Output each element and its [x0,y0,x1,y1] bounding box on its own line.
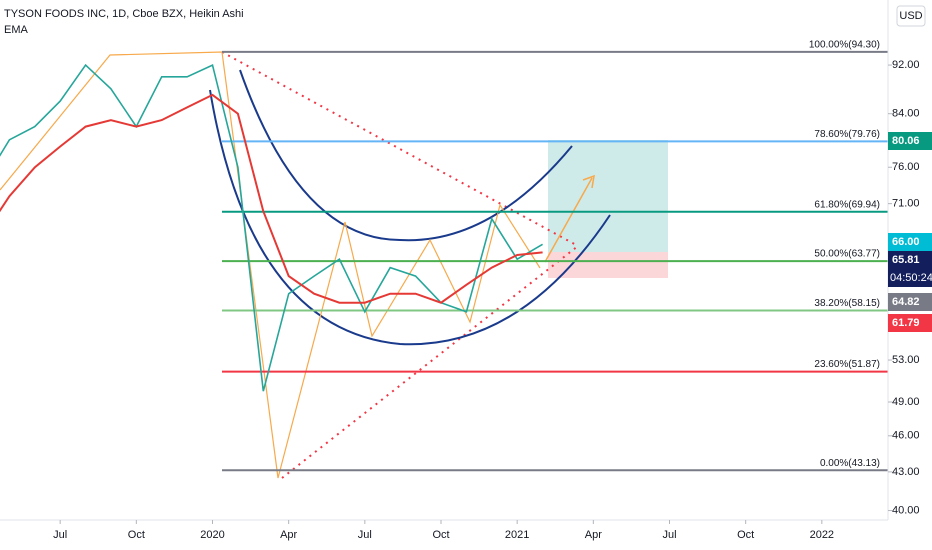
trendline [221,51,579,247]
x-tick-label: Oct [737,529,754,541]
price-badge-label: 64.82 [892,296,920,308]
price-badge [888,314,932,332]
price-badge-label: 65.81 [892,254,920,266]
y-tick-label: 49.00 [892,396,920,408]
x-tick-label: 2022 [810,529,834,541]
fib-label: 23.60%(51.87) [814,359,880,370]
price-badge-label: 80.06 [892,135,920,147]
x-tick-label: 2021 [505,529,529,541]
stop-zone [548,252,668,278]
y-tick-label: 92.00 [892,59,920,71]
fib-label: 0.00%(43.13) [820,458,880,469]
fib-label: 78.60%(79.76) [814,129,880,140]
currency-button[interactable] [896,5,926,27]
y-tick-label: 46.00 [892,430,920,442]
plot-area [0,50,888,479]
x-tick-label: Oct [128,529,145,541]
target-zone [548,140,668,252]
currency-label: USD [899,10,922,22]
price-badge [888,233,932,251]
price-badge [888,132,932,150]
y-tick-label: 53.00 [892,354,920,366]
cup-curve [239,69,573,242]
price-badge [888,293,932,311]
fib-label: 38.20%(58.15) [814,298,880,309]
countdown-badge [888,269,932,287]
price-badge [888,251,932,269]
series-line [0,93,543,304]
y-tick-label: 76.00 [892,161,920,173]
x-tick-label: Jul [662,529,676,541]
x-tick-label: Apr [280,529,297,541]
chart-title: TYSON FOODS INC, 1D, Cboe BZX, Heikin As… [4,8,244,20]
y-tick-label: 84.00 [892,108,920,120]
fib-label: 50.00%(63.77) [814,249,880,260]
y-tick-label: 43.00 [892,466,920,478]
x-tick-label: 2020 [200,529,224,541]
indicator-label: EMA [4,24,29,36]
price-badge-label: 66.00 [892,236,920,248]
zigzag [0,51,541,479]
fib-label: 100.00%(94.30) [809,39,880,50]
price-badge-label: 61.79 [892,317,920,329]
series-line [0,63,544,392]
x-tick-label: Jul [358,529,372,541]
x-tick-label: Oct [432,529,449,541]
countdown: 04:50:24 [890,272,932,284]
x-tick-label: Jul [53,529,67,541]
y-tick-label: 40.00 [892,504,920,516]
fib-label: 61.80%(69.94) [814,199,880,210]
x-tick-label: Apr [585,529,602,541]
projection-arrow [544,174,595,263]
y-tick-label: 71.00 [892,198,920,210]
